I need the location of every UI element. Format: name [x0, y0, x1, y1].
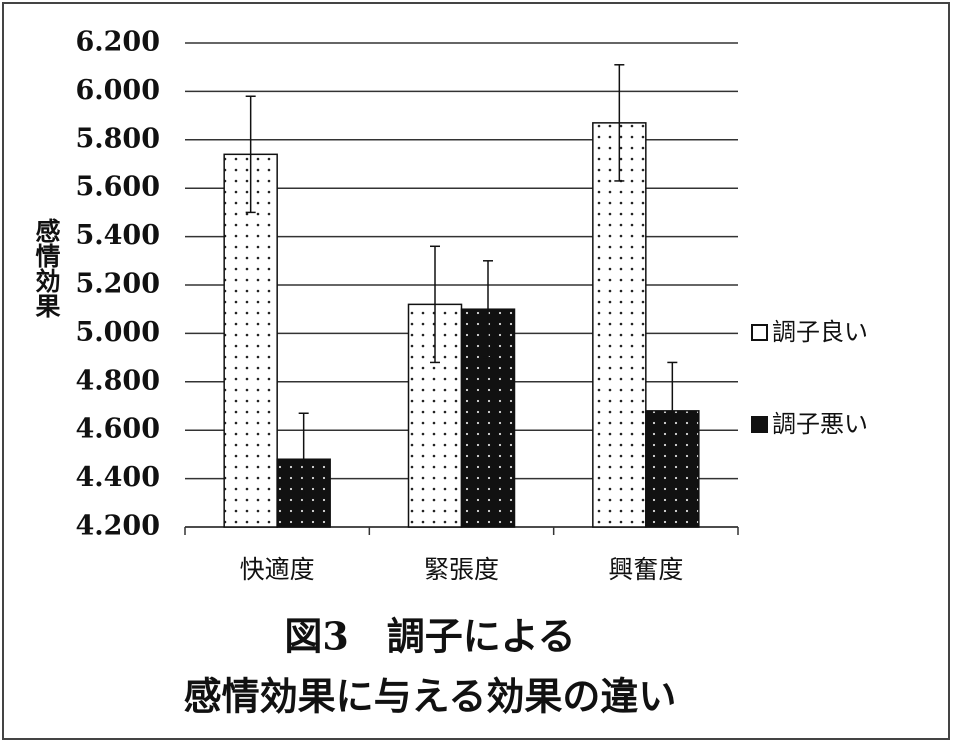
x-tick-label: 快適度: [240, 555, 315, 584]
y-tick-label: 4.200: [75, 511, 160, 542]
error-bar: [245, 95, 256, 214]
legend-swatch: [751, 324, 768, 341]
x-tick-label: 緊張度: [424, 555, 499, 584]
chart-title: 感情効果に与える効果の違い: [184, 674, 677, 719]
error-bar: [298, 412, 309, 506]
bar: [592, 122, 647, 528]
legend-label: 調子悪い: [772, 410, 868, 438]
error-bar: [483, 260, 493, 359]
y-tick-label: 6.000: [75, 75, 160, 106]
error-bar: [667, 361, 678, 460]
legend-swatch: [751, 416, 768, 433]
y-tick-label: 5.200: [75, 269, 160, 300]
chart-title: 図3 調子による: [284, 614, 575, 659]
bar: [223, 153, 278, 528]
y-tick-label: 4.600: [75, 414, 160, 445]
legend-label: 調子良い: [772, 318, 868, 346]
y-tick-label: 5.400: [75, 220, 160, 251]
y-tick-label: 4.800: [75, 365, 160, 396]
error-bar: [614, 64, 625, 182]
y-tick-label: 5.800: [75, 123, 160, 154]
error-bar: [430, 245, 440, 364]
y-tick-label: 5.600: [75, 172, 160, 203]
y-tick-label: 4.400: [75, 462, 160, 493]
y-tick-label: 6.200: [75, 27, 160, 58]
x-tick-label: 興奮度: [608, 555, 683, 584]
y-axis-label: 感情効果: [32, 217, 61, 318]
y-tick-label: 5.000: [75, 317, 160, 348]
